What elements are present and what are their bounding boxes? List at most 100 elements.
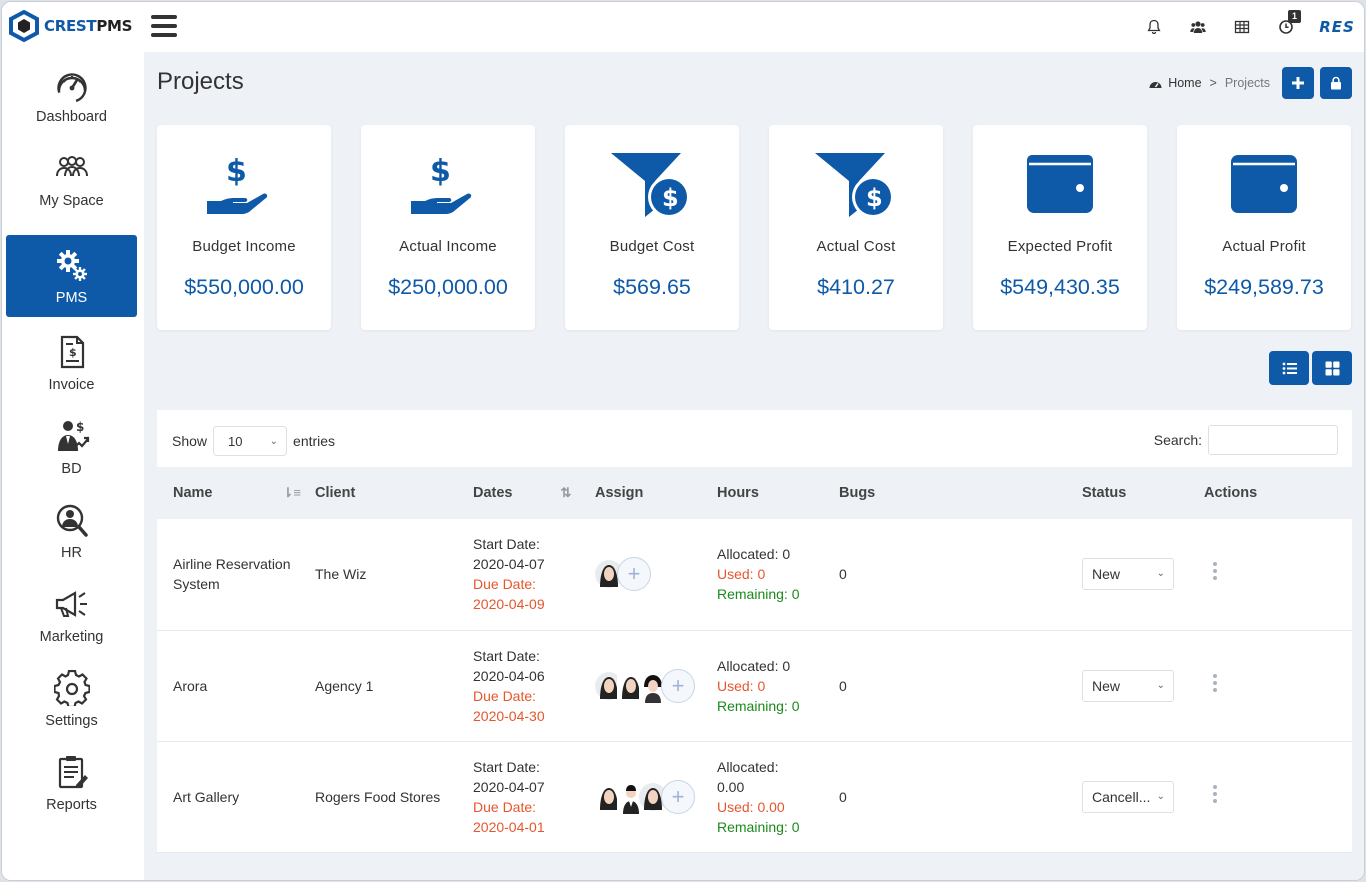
column-header-name[interactable]: Name ⇂≡ — [173, 485, 301, 501]
chevron-down-icon: ⌄ — [269, 435, 279, 447]
sidebar-item-label: Dashboard — [36, 109, 107, 125]
plus-icon — [1292, 77, 1304, 89]
sort-icon: ⇅ — [560, 485, 572, 500]
column-header-client[interactable]: Client — [315, 485, 356, 501]
sidebar-item-hr[interactable]: HR — [6, 490, 137, 572]
entries-label: entries — [293, 433, 336, 449]
grid-view-button[interactable] — [1312, 351, 1352, 385]
archive-button[interactable] — [1320, 67, 1352, 99]
project-name[interactable]: Arora — [173, 677, 208, 694]
funnel-dollar-icon: $ — [815, 153, 894, 218]
notifications-button[interactable] — [1132, 2, 1176, 52]
breadcrumb-separator: > — [1209, 76, 1217, 90]
stat-card-budget-income: $ Budget Income $550,000.00 — [157, 125, 331, 330]
svg-text:$: $ — [866, 184, 883, 212]
breadcrumb-home[interactable]: Home — [1149, 76, 1202, 90]
avatar[interactable] — [617, 779, 645, 814]
main-content: Projects Home > Projects $ Budget Income… — [144, 52, 1364, 880]
column-header-bugs: Bugs — [839, 485, 876, 501]
assignees: + — [595, 630, 717, 741]
more-options-icon[interactable] — [1210, 562, 1220, 581]
sidebar-item-pms[interactable]: PMS — [6, 235, 137, 317]
chevron-down-icon: ⌄ — [1156, 790, 1165, 802]
project-dates: Start Date: 2020-04-06 Due Date: 2020-04-3… — [473, 647, 545, 724]
more-options-icon[interactable] — [1210, 673, 1220, 692]
sidebar-item-marketing[interactable]: Marketing — [6, 574, 137, 656]
actions-cell — [1204, 630, 1352, 741]
avatar[interactable] — [595, 557, 623, 591]
gears-icon — [56, 250, 87, 281]
column-header-status: Status — [1082, 485, 1127, 501]
add-assignee-button[interactable]: + — [661, 779, 695, 814]
client-name: Agency 1 — [315, 677, 374, 694]
status-cell: Cancell... ⌄ — [1082, 741, 1204, 852]
avatar[interactable] — [639, 780, 667, 814]
bell-icon — [1147, 19, 1161, 35]
project-dates: Start Date: 2020-04-07 Due Date: 2020-04-0… — [473, 536, 545, 613]
user-menu[interactable]: RES — [1319, 18, 1355, 36]
grid-icon — [1325, 361, 1339, 375]
project-name[interactable]: Art Gallery — [173, 788, 240, 805]
list-icon — [1282, 362, 1297, 374]
actions-cell — [1204, 519, 1352, 630]
assignees: + — [595, 741, 717, 852]
sidebar-item-label: Marketing — [39, 629, 104, 645]
column-header-dates[interactable]: Dates ⇅ — [473, 485, 572, 501]
list-view-button[interactable] — [1269, 351, 1309, 385]
table-row[interactable]: Airline Reservation System The Wiz Start… — [157, 519, 1352, 630]
timer-button[interactable]: 1 — [1264, 2, 1308, 52]
avatar[interactable] — [595, 669, 623, 703]
brand-logo[interactable]: CRESTPMS — [8, 10, 132, 42]
stat-card-actual-cost: $ Actual Cost $410.27 — [769, 125, 943, 330]
client-name: The Wiz — [315, 566, 367, 583]
wallet-icon — [1027, 155, 1093, 213]
table-row[interactable]: Art Gallery Rogers Food Stores Start Dat… — [157, 741, 1352, 852]
sidebar-item-my-space[interactable]: My Space — [6, 138, 137, 220]
column-header-actions: Actions — [1204, 485, 1258, 501]
crestpms-logo-icon — [9, 10, 39, 42]
search-input[interactable] — [1208, 425, 1338, 455]
add-assignee-button[interactable]: + — [617, 557, 651, 592]
stat-value: $249,589.73 — [1204, 275, 1324, 299]
lock-icon — [1331, 76, 1341, 90]
sidebar-item-settings[interactable]: Settings — [6, 658, 137, 740]
stat-label: Expected Profit — [1007, 238, 1113, 255]
clock-icon — [1279, 20, 1293, 34]
projects-table-panel: Show 10 ⌄ entries Search: Name ⇂≡ Client — [157, 410, 1352, 852]
add-project-button[interactable] — [1282, 67, 1314, 99]
users-icon — [1190, 21, 1206, 33]
hours-info: Allocated: 0 Used: 0 Remaining: 0 — [717, 657, 800, 714]
menu-toggle-button[interactable] — [151, 15, 177, 37]
table-icon — [1234, 20, 1250, 34]
team-button[interactable] — [1176, 2, 1220, 52]
show-label: Show — [172, 433, 208, 449]
table-header-row: Name ⇂≡ Client Dates ⇅ Assign Hours Bugs S… — [157, 467, 1352, 519]
status-select[interactable]: Cancell... ⌄ — [1082, 780, 1174, 813]
status-select[interactable]: New ⌄ — [1082, 558, 1174, 591]
add-assignee-button[interactable]: + — [661, 668, 695, 703]
funnel-dollar-icon: $ — [611, 153, 690, 218]
table-row[interactable]: Arora Agency 1 Start Date: 2020-04-06 Due… — [157, 630, 1352, 741]
sidebar-item-bd[interactable]: $ BD — [6, 406, 137, 488]
timesheet-button[interactable] — [1220, 2, 1264, 52]
more-options-icon[interactable] — [1210, 784, 1220, 803]
sidebar-item-invoice[interactable]: $ Invoice — [6, 322, 137, 404]
entries-select[interactable]: 10 ⌄ — [213, 426, 288, 456]
actions-cell — [1204, 741, 1352, 852]
sidebar-item-dashboard[interactable]: Dashboard — [6, 54, 137, 136]
project-name[interactable]: Airline Reservation System — [173, 556, 291, 593]
stat-card-actual-income: $ Actual Income $250,000.00 — [361, 125, 535, 330]
status-select[interactable]: New ⌄ — [1082, 669, 1174, 702]
breadcrumb: Home > Projects — [1149, 76, 1270, 90]
stat-card-actual-profit: Actual Profit $249,589.73 — [1177, 125, 1351, 330]
page-title: Projects — [157, 68, 244, 95]
svg-text:$: $ — [69, 346, 77, 359]
sidebar-item-reports[interactable]: Reports — [6, 742, 137, 824]
team-icon — [55, 156, 88, 177]
megaphone-icon — [55, 591, 87, 617]
svg-text:$: $ — [76, 420, 84, 434]
sidebar-item-label: Settings — [45, 713, 98, 729]
gear-icon — [53, 670, 90, 706]
project-dates: Start Date: 2020-04-07 Due Date: 2020-04-0… — [473, 758, 545, 835]
sidebar-item-label: HR — [61, 545, 82, 561]
